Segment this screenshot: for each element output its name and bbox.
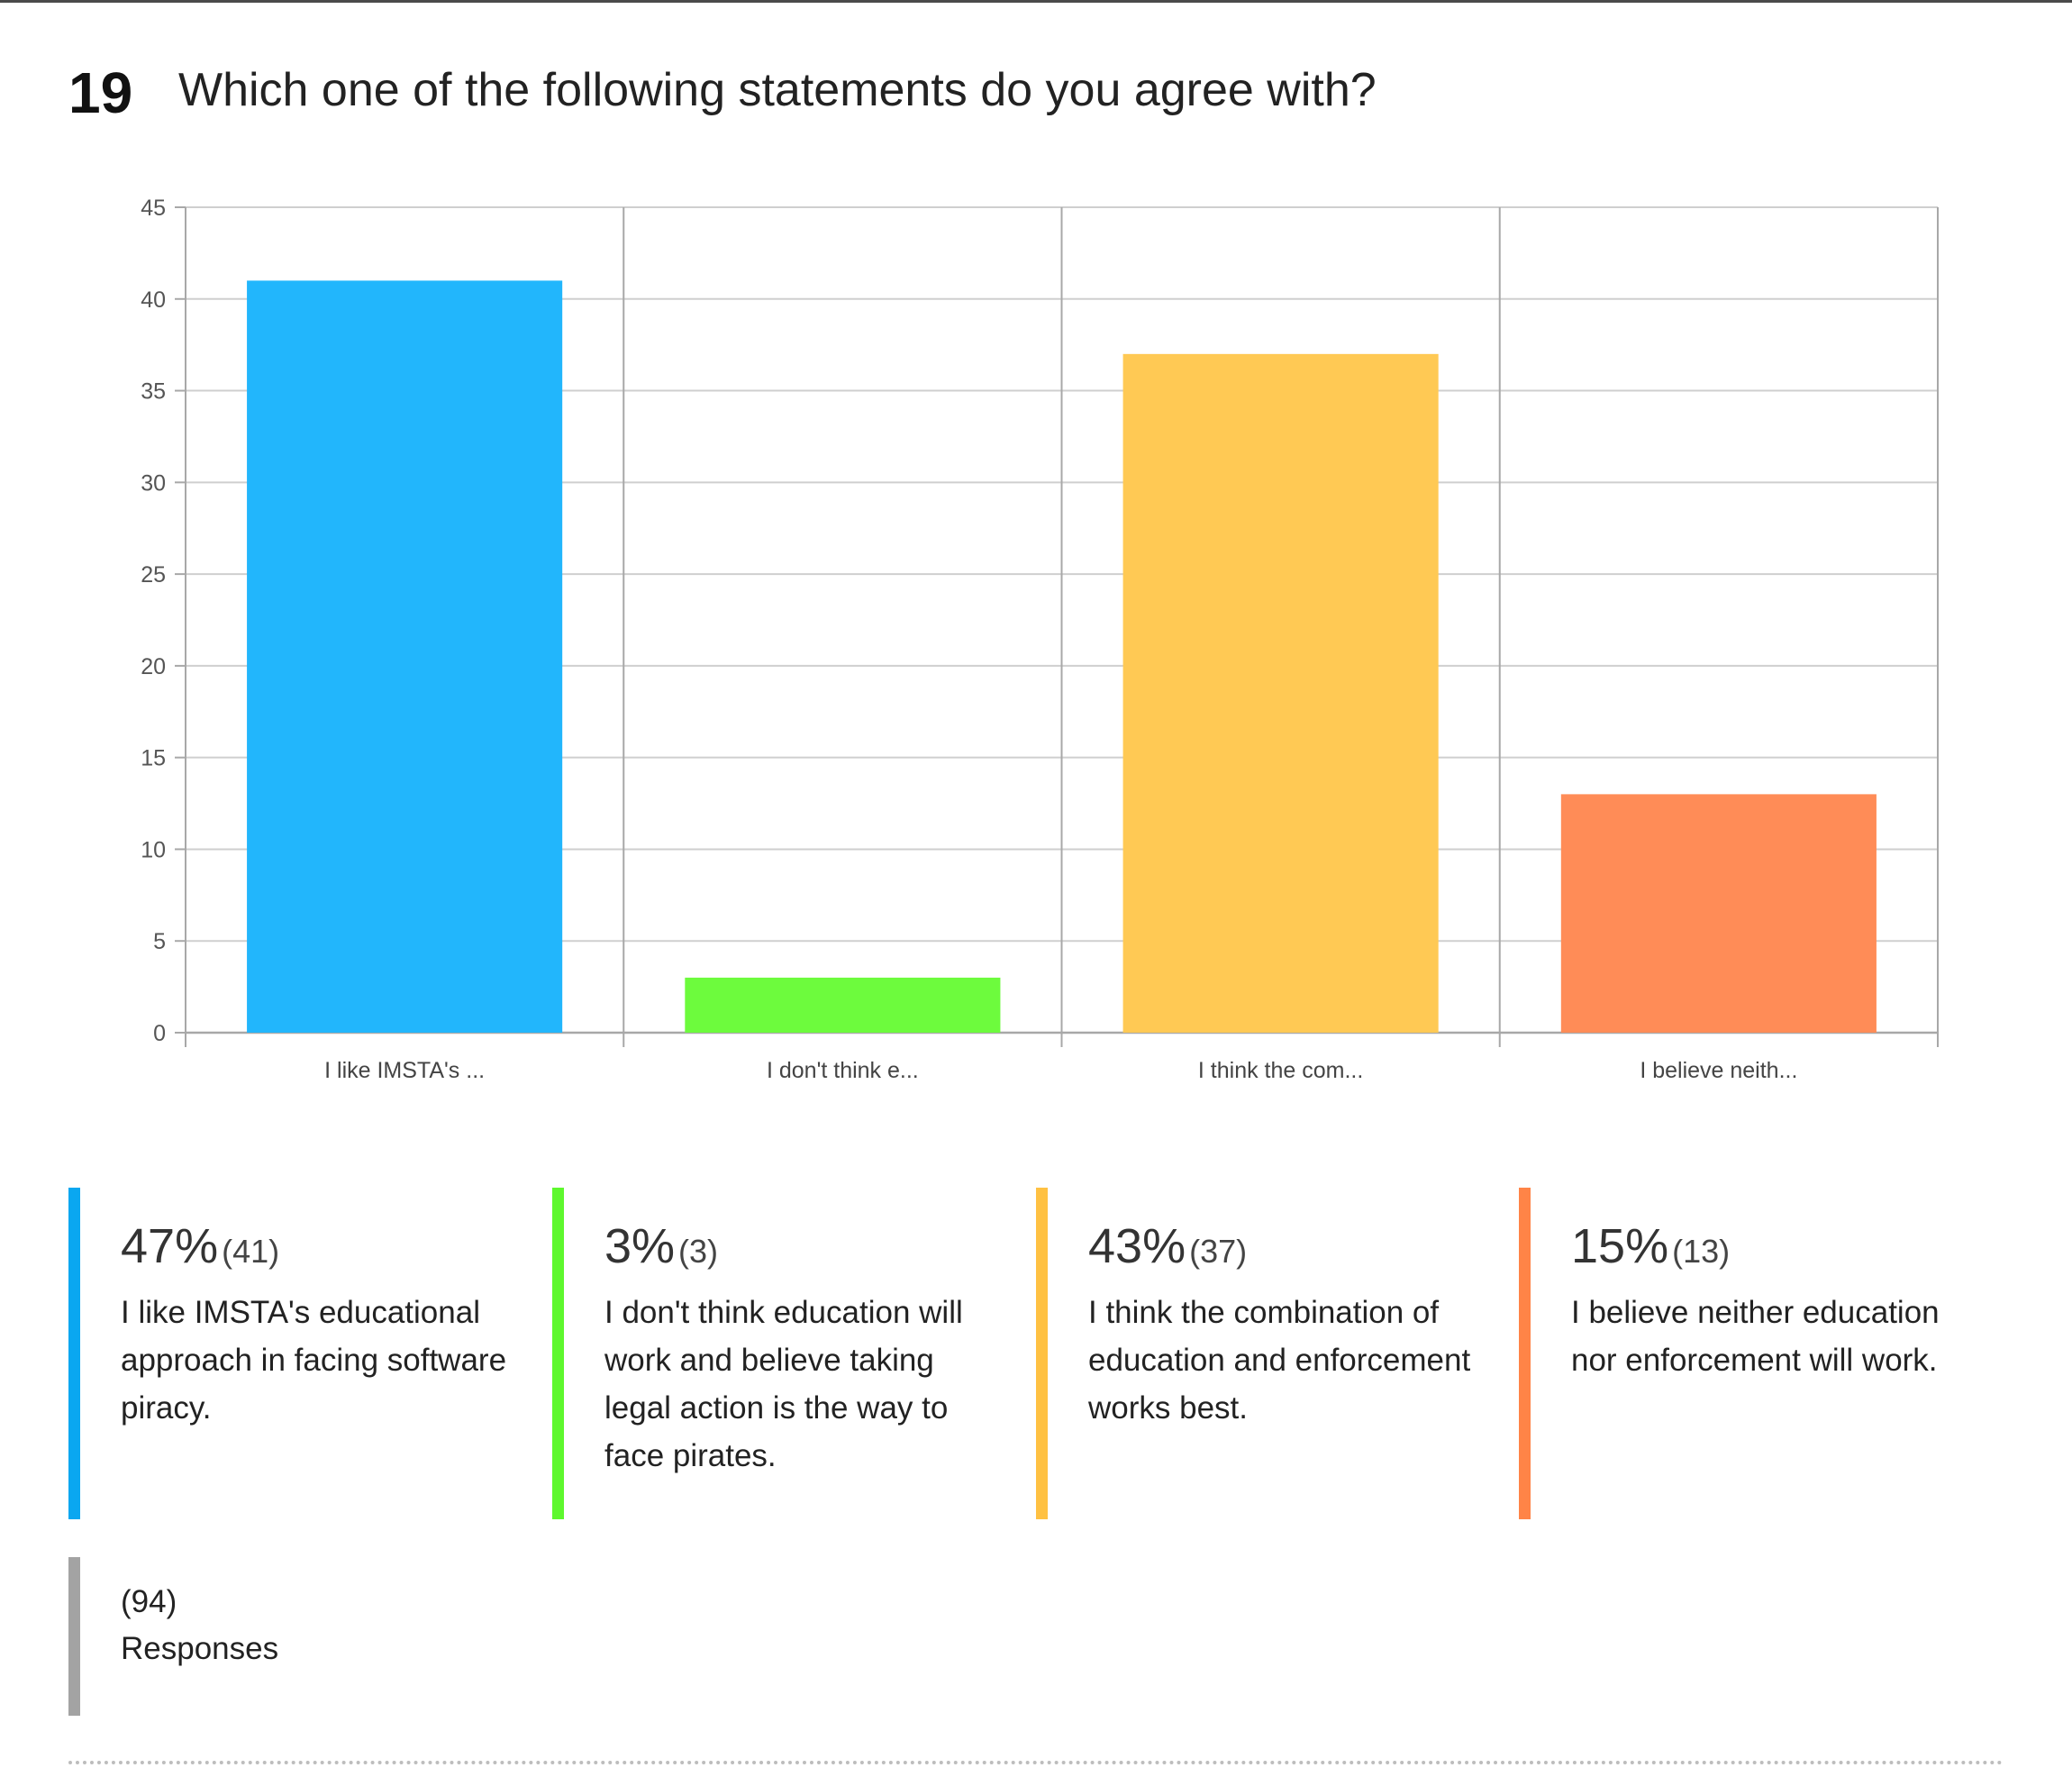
legend-color-bar bbox=[68, 1188, 80, 1519]
x-axis-ticks: I like IMSTA's ... I don't think e... I th… bbox=[324, 1058, 1797, 1083]
legend-text: I like IMSTA's educational approach in f… bbox=[121, 1295, 507, 1426]
y-tick-label: 0 bbox=[153, 1021, 166, 1046]
question-title: Which one of the following statements do… bbox=[178, 64, 1377, 116]
legend-percent-value: 43% bbox=[1088, 1219, 1186, 1273]
legend-count: (37) bbox=[1189, 1233, 1248, 1270]
legend-item-2: 3% (3) I don't think education will work … bbox=[552, 1188, 1003, 1519]
legend-count: (41) bbox=[222, 1233, 280, 1270]
legend-percent-value: 3% bbox=[604, 1219, 676, 1273]
y-axis-ticks: 0 5 10 15 20 25 30 35 40 45 bbox=[141, 196, 166, 1046]
x-tick-label: I believe neith... bbox=[1640, 1058, 1797, 1083]
legend-percent: 43% (37) bbox=[1088, 1218, 1247, 1274]
bar bbox=[685, 977, 1001, 1033]
legend-percent-value: 47% bbox=[121, 1219, 219, 1273]
legend-count: (13) bbox=[1672, 1233, 1731, 1270]
responses-summary: (94) Responses bbox=[68, 1557, 429, 1716]
legend-item-1: 47% (41) I like IMSTA's educational appro… bbox=[68, 1188, 519, 1519]
y-tick-label: 5 bbox=[153, 929, 166, 954]
legend-percent: 3% (3) bbox=[604, 1218, 718, 1274]
y-tick-label: 15 bbox=[141, 746, 166, 771]
legend-percent: 47% (41) bbox=[121, 1218, 279, 1274]
legend-color-bar bbox=[1036, 1188, 1048, 1519]
responses-color-bar bbox=[68, 1557, 80, 1716]
y-tick-label: 45 bbox=[141, 196, 166, 221]
bar-chart: 0 5 10 15 20 25 30 35 40 45 I like IMSTA's ... I d… bbox=[141, 196, 1939, 1083]
y-tick-label: 30 bbox=[141, 470, 166, 496]
bar bbox=[1122, 353, 1439, 1033]
legend-item-3: 43% (37) I think the combination of educa… bbox=[1036, 1188, 1486, 1519]
y-tick-label: 40 bbox=[141, 287, 166, 313]
legend-color-bar bbox=[552, 1188, 564, 1519]
chart-bars bbox=[247, 280, 1877, 1033]
responses-label: Responses bbox=[121, 1631, 279, 1666]
y-tick-label: 25 bbox=[141, 562, 166, 588]
x-tick-label: I think the com... bbox=[1198, 1058, 1363, 1083]
legend-color-bar bbox=[1519, 1188, 1531, 1519]
legend-percent-value: 15% bbox=[1571, 1219, 1669, 1273]
y-tick-label: 10 bbox=[141, 837, 166, 862]
bar bbox=[1560, 794, 1877, 1033]
legend-item-4: 15% (13) I believe neither education nor … bbox=[1519, 1188, 1969, 1519]
y-tick-label: 35 bbox=[141, 379, 166, 405]
bottom-divider bbox=[68, 1761, 2004, 1764]
legend-percent: 15% (13) bbox=[1571, 1218, 1730, 1274]
question-number: 19 bbox=[68, 60, 133, 125]
x-tick-label: I don't think e... bbox=[767, 1058, 919, 1083]
responses-count: (94) bbox=[121, 1584, 177, 1619]
top-border bbox=[0, 0, 2072, 3]
y-tick-label: 20 bbox=[141, 654, 166, 679]
legend-text: I think the combination of education and… bbox=[1088, 1295, 1471, 1426]
legend-text: I believe neither education nor enforcem… bbox=[1571, 1295, 1940, 1378]
legend-text: I don't think education will work and be… bbox=[604, 1295, 963, 1473]
bar bbox=[247, 280, 563, 1033]
x-tick-label: I like IMSTA's ... bbox=[324, 1058, 485, 1083]
legend-count: (3) bbox=[678, 1233, 719, 1270]
